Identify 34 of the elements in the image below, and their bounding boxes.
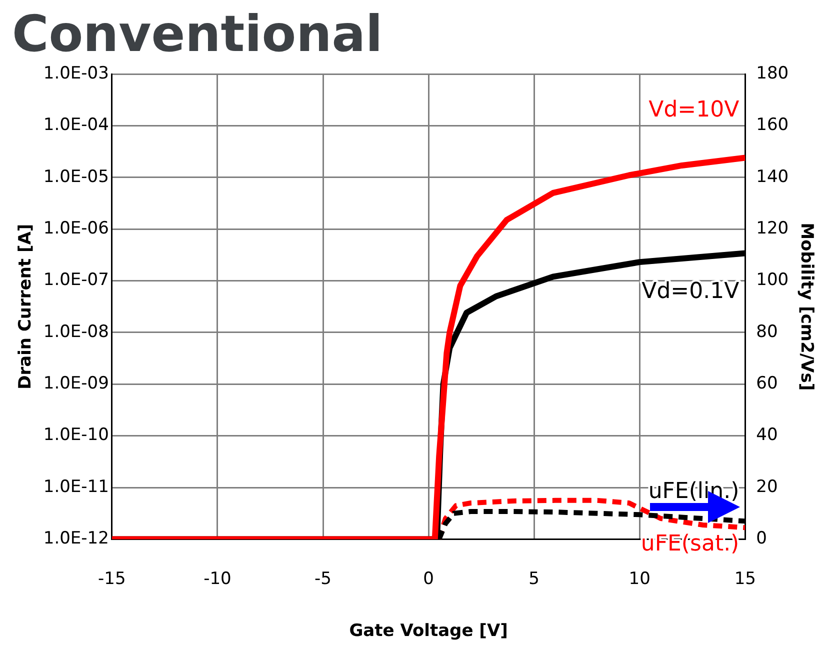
y-tick-label: 1.0E-11 bbox=[43, 476, 109, 497]
x-tick-label: 0 bbox=[423, 568, 434, 589]
y-tick-label: 1.0E-08 bbox=[43, 322, 109, 342]
y-tick-label: 1.0E-05 bbox=[43, 166, 109, 187]
x-tick-label: -15 bbox=[98, 568, 126, 589]
y-tick-label: 1.0E-10 bbox=[43, 425, 109, 446]
y-axis-title: Drain Current [A] bbox=[16, 224, 36, 390]
y2-tick-label: 80 bbox=[756, 322, 778, 342]
series-label: Vd=10V bbox=[648, 97, 740, 122]
x-tick-label: 5 bbox=[528, 568, 540, 589]
y-tick-label: 1.0E-07 bbox=[43, 270, 109, 290]
y2-tick-label: 40 bbox=[756, 425, 778, 446]
y-tick-label: 1.0E-12 bbox=[43, 528, 109, 549]
x-axis-title: Gate Voltage [V] bbox=[349, 621, 508, 642]
y2-tick-label: 180 bbox=[756, 63, 789, 84]
y2-tick-label: 160 bbox=[756, 115, 789, 136]
y2-tick-label: 0 bbox=[756, 528, 767, 549]
x-tick-label: -5 bbox=[314, 568, 332, 589]
y-tick-label: 1.0E-06 bbox=[43, 218, 109, 238]
y-tick-label: 1.0E-03 bbox=[43, 63, 109, 84]
series-label: uFE(lin.) bbox=[648, 478, 740, 504]
series-label: Vd=0.1V bbox=[642, 279, 740, 304]
y2-tick-label: 60 bbox=[756, 374, 778, 394]
y2-tick-label: 20 bbox=[756, 476, 778, 497]
y2-tick-label: 100 bbox=[756, 270, 789, 290]
chart-title: Conventional bbox=[12, 4, 383, 63]
y-tick-label: 1.0E-04 bbox=[43, 115, 109, 136]
x-tick-label: 15 bbox=[734, 568, 756, 589]
y2-tick-label: 140 bbox=[756, 166, 789, 187]
x-tick-label: 10 bbox=[628, 568, 650, 589]
y2-axis-title: Mobility [cm2/Vs] bbox=[796, 222, 816, 391]
y2-tick-label: 120 bbox=[756, 218, 789, 238]
y-tick-label: 1.0E-09 bbox=[43, 374, 109, 394]
x-tick-label: -10 bbox=[204, 568, 232, 589]
